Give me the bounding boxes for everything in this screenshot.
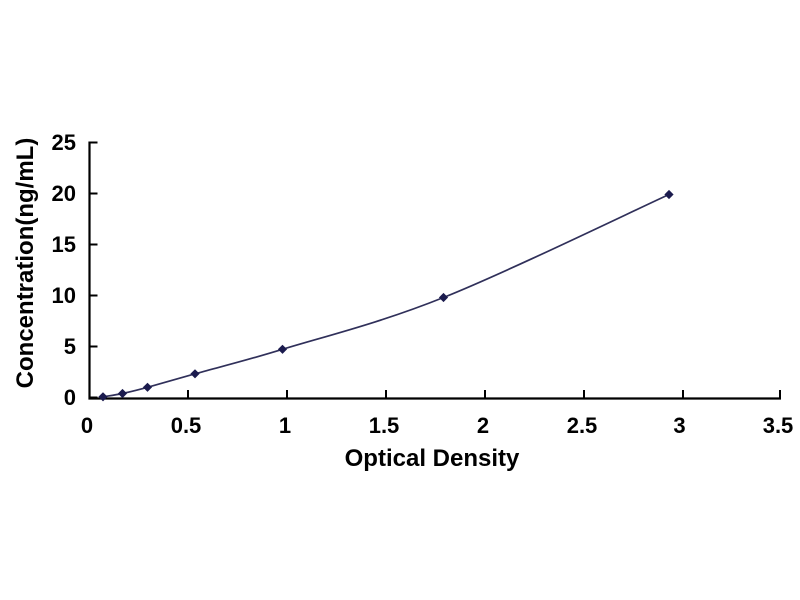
svg-text:0: 0 bbox=[64, 385, 76, 410]
svg-text:1.5: 1.5 bbox=[369, 413, 400, 438]
svg-text:15: 15 bbox=[52, 232, 76, 257]
svg-text:1: 1 bbox=[279, 413, 291, 438]
svg-text:5: 5 bbox=[64, 334, 76, 359]
svg-text:0.5: 0.5 bbox=[171, 413, 202, 438]
svg-text:3.5: 3.5 bbox=[763, 413, 794, 438]
svg-text:20: 20 bbox=[52, 181, 76, 206]
svg-text:Optical Density: Optical Density bbox=[345, 445, 520, 472]
svg-text:0: 0 bbox=[81, 413, 93, 438]
svg-text:2: 2 bbox=[477, 413, 489, 438]
svg-text:25: 25 bbox=[52, 130, 76, 155]
svg-text:10: 10 bbox=[52, 283, 76, 308]
svg-text:3: 3 bbox=[673, 413, 685, 438]
svg-text:2.5: 2.5 bbox=[567, 413, 598, 438]
svg-text:Concentration(ng/mL): Concentration(ng/mL) bbox=[12, 138, 39, 389]
